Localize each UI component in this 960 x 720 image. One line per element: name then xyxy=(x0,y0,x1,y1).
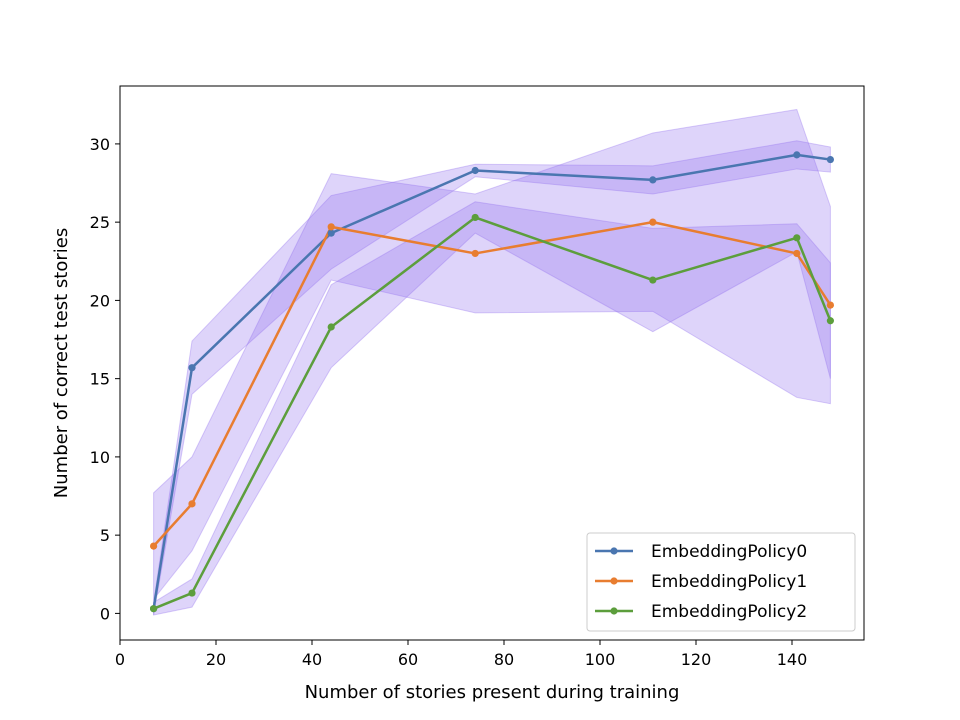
point-series-0 xyxy=(327,229,335,237)
legend: EmbeddingPolicy0 EmbeddingPolicy1 Embeddin… xyxy=(586,532,856,632)
y-tick-label: 30 xyxy=(90,135,110,154)
x-tick-label: 20 xyxy=(206,650,226,669)
point-series-1 xyxy=(793,249,801,258)
band-series-0 xyxy=(153,140,831,616)
point-series-0 xyxy=(793,151,801,159)
series-points xyxy=(150,151,835,613)
point-series-1 xyxy=(327,223,335,231)
x-tick-label: 40 xyxy=(302,650,322,669)
x-tick-label: 120 xyxy=(681,650,712,669)
y-tick-label: 0 xyxy=(100,604,110,623)
point-series-1 xyxy=(188,500,196,508)
point-series-2 xyxy=(793,234,801,242)
x-axis-ticks: 0 20 40 60 80 100 120 140 xyxy=(115,640,807,669)
legend-marker xyxy=(610,607,618,615)
x-tick-label: 80 xyxy=(494,650,514,669)
point-series-2 xyxy=(649,276,657,284)
x-tick-label: 60 xyxy=(398,650,418,669)
x-tick-label: 140 xyxy=(777,650,808,669)
legend-label: EmbeddingPolicy2 xyxy=(651,602,807,622)
legend-label: EmbeddingPolicy0 xyxy=(651,542,807,562)
band-series-1 xyxy=(153,108,831,601)
y-axis-label: Number of correct test stories xyxy=(51,228,72,498)
point-series-0 xyxy=(649,176,657,184)
y-axis-ticks: 0 5 10 15 20 25 30 xyxy=(90,135,120,623)
plot-frame xyxy=(119,85,865,641)
x-tick-label: 0 xyxy=(115,650,125,669)
y-tick-label: 25 xyxy=(90,213,110,232)
y-tick-label: 15 xyxy=(90,370,110,389)
point-series-1 xyxy=(649,218,657,226)
point-series-0 xyxy=(471,166,479,175)
confidence-bands xyxy=(153,108,831,616)
y-tick-label: 5 xyxy=(100,526,110,545)
point-series-2 xyxy=(327,323,335,331)
y-tick-label: 20 xyxy=(90,291,110,310)
band-series-2 xyxy=(153,201,831,616)
legend-box xyxy=(586,532,856,632)
point-series-2 xyxy=(188,589,196,597)
legend-marker xyxy=(610,547,618,555)
point-series-1 xyxy=(826,301,835,309)
point-series-2 xyxy=(471,213,479,222)
point-series-2 xyxy=(150,605,158,613)
point-series-1 xyxy=(150,542,158,550)
legend-label: EmbeddingPolicy1 xyxy=(651,572,807,592)
x-tick-label: 100 xyxy=(585,650,616,669)
point-series-1 xyxy=(471,249,479,258)
point-series-0 xyxy=(188,364,196,372)
x-axis-label: Number of stories present during trainin… xyxy=(305,682,680,703)
point-series-2 xyxy=(826,317,835,325)
point-series-0 xyxy=(826,155,835,164)
y-tick-label: 10 xyxy=(90,448,110,467)
legend-marker xyxy=(610,577,618,585)
